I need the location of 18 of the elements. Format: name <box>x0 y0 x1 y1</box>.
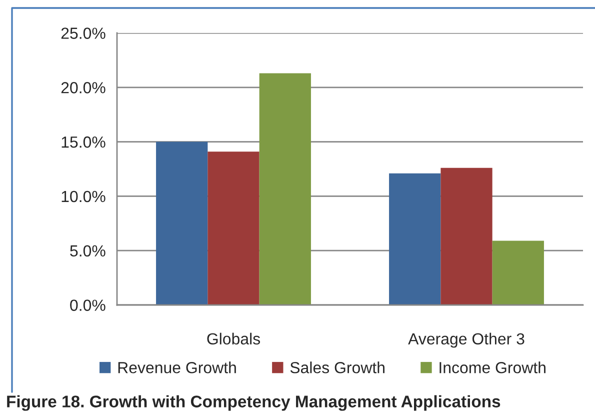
x-tick-label: Globals <box>207 332 260 345</box>
caption: Figure 18. Growth with Competency Management Applications <box>7 395 500 411</box>
y-tick-label: 0.0% <box>70 300 106 311</box>
legend-label: Sales Growth <box>290 362 384 374</box>
bar <box>156 142 208 305</box>
y-tick-label: 20.0% <box>61 82 106 94</box>
y-tick-label: 10.0% <box>62 190 106 202</box>
bar <box>208 152 260 305</box>
x-tick-label: Average Other 3 <box>408 332 524 348</box>
bar <box>389 173 441 305</box>
legend-label: Income Growth <box>440 362 546 374</box>
bar <box>259 73 311 305</box>
y-tick-label: 5.0% <box>70 245 106 257</box>
bar <box>492 240 544 305</box>
bar <box>440 168 492 305</box>
legend-label: Revenue Growth <box>118 362 236 374</box>
y-tick-label: 25.0% <box>61 28 106 39</box>
y-tick-label: 15.0% <box>62 136 106 148</box>
